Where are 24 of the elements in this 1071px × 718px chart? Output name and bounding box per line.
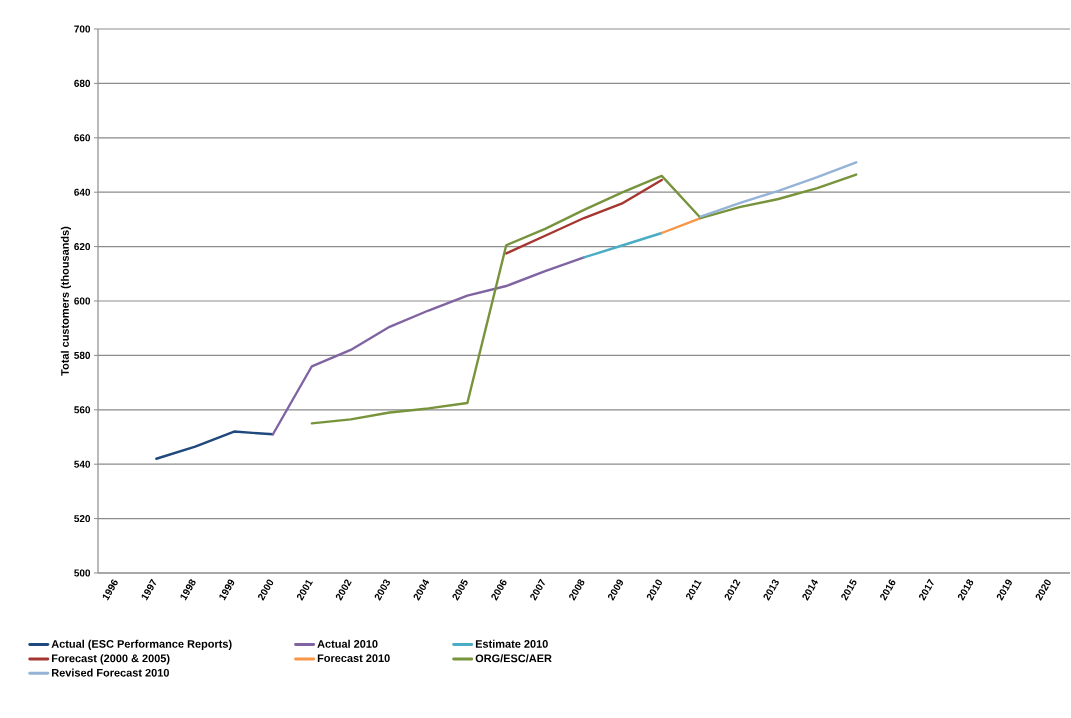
y-tick-label: 640 [74, 188, 91, 196]
y-tick-label: 680 [74, 79, 91, 87]
y-tick-label: 540 [74, 460, 91, 468]
line-series [310, 173, 858, 425]
line-series [155, 430, 275, 460]
legend-label: Estimate 2010 [475, 639, 548, 648]
line-series [699, 161, 858, 218]
y-axis-title: Total customers (thousands) [60, 226, 72, 376]
y-tick-label: 660 [74, 134, 91, 142]
y-tick-label: 520 [74, 515, 91, 523]
y-tick-label: 620 [74, 243, 91, 251]
y-tick-label: 600 [74, 297, 91, 305]
legend-label: ORG/ESC/AER [475, 654, 552, 663]
legend-label: Actual (ESC Performance Reports) [51, 639, 232, 650]
line-series [505, 178, 663, 255]
y-tick-label: 560 [74, 406, 91, 414]
y-tick-label: 700 [74, 25, 91, 33]
y-tick-label: 580 [74, 351, 91, 359]
legend-label: Forecast 2010 [317, 654, 390, 663]
legend-label: Revised Forecast 2010 [52, 668, 169, 677]
y-tick-label: 500 [74, 569, 91, 577]
legend-label: Actual 2010 [317, 639, 378, 648]
line-series [271, 256, 586, 436]
legend-label: Forecast (2000 & 2005) [52, 654, 170, 665]
